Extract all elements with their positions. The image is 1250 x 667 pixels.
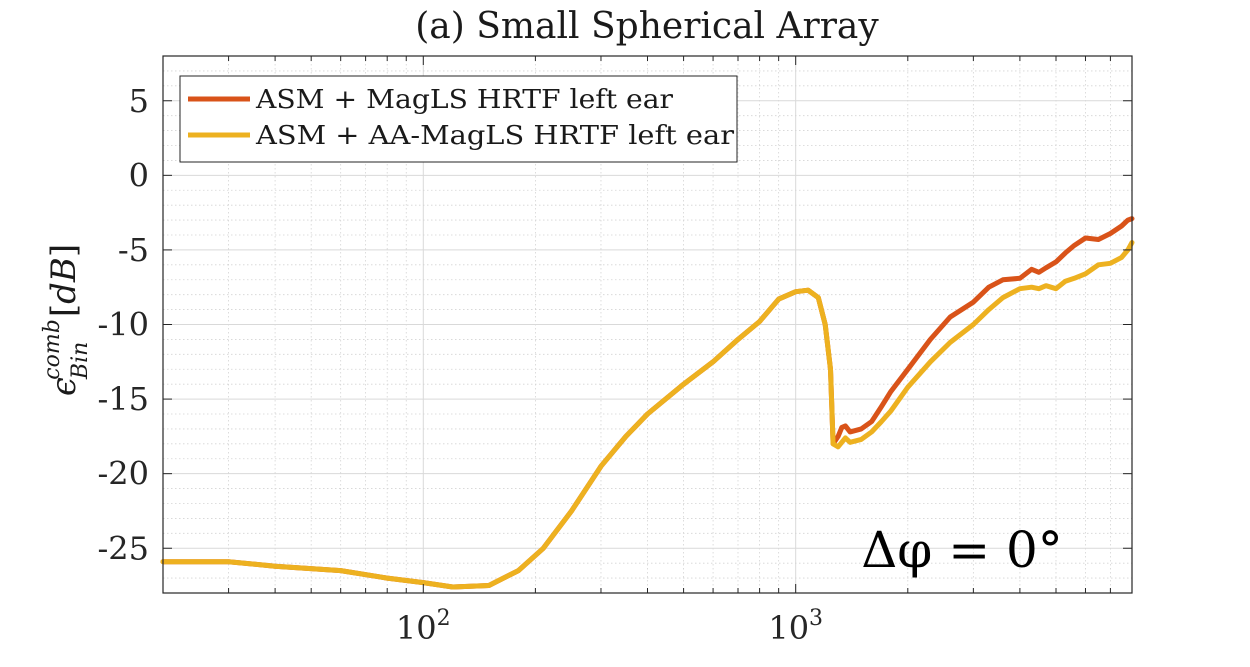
series-group bbox=[160, 216, 1135, 590]
y-tick-label: 0 bbox=[129, 156, 149, 194]
delta-phi-annotation: Δφ = 0° bbox=[861, 521, 1063, 579]
y-tick-label: -5 bbox=[118, 231, 149, 269]
legend-label-1: ASM + MagLS HRTF left ear bbox=[255, 85, 674, 115]
legend-label-2: ASM + AA-MagLS HRTF left ear bbox=[255, 121, 735, 151]
y-tick-label: -15 bbox=[97, 380, 149, 418]
tick-marks bbox=[162, 56, 1133, 593]
y-tick-label: -10 bbox=[97, 306, 149, 344]
chart-title: (a) Small Spherical Array bbox=[415, 6, 879, 47]
y-tick-label: -25 bbox=[97, 529, 149, 567]
y-tick-label: -20 bbox=[97, 455, 149, 493]
legend: ASM + MagLS HRTF left ear ASM + AA-MagLS … bbox=[179, 75, 738, 163]
x-tick-label: 102 bbox=[396, 606, 451, 647]
series-line-2 bbox=[160, 240, 1135, 590]
x-tick-label: 103 bbox=[768, 606, 823, 647]
legend-box bbox=[179, 75, 738, 163]
y-tick-label: 5 bbox=[129, 82, 149, 120]
axis-labels: 5 0 -5 -10 -15 -20 -25 102 103 bbox=[97, 82, 823, 647]
